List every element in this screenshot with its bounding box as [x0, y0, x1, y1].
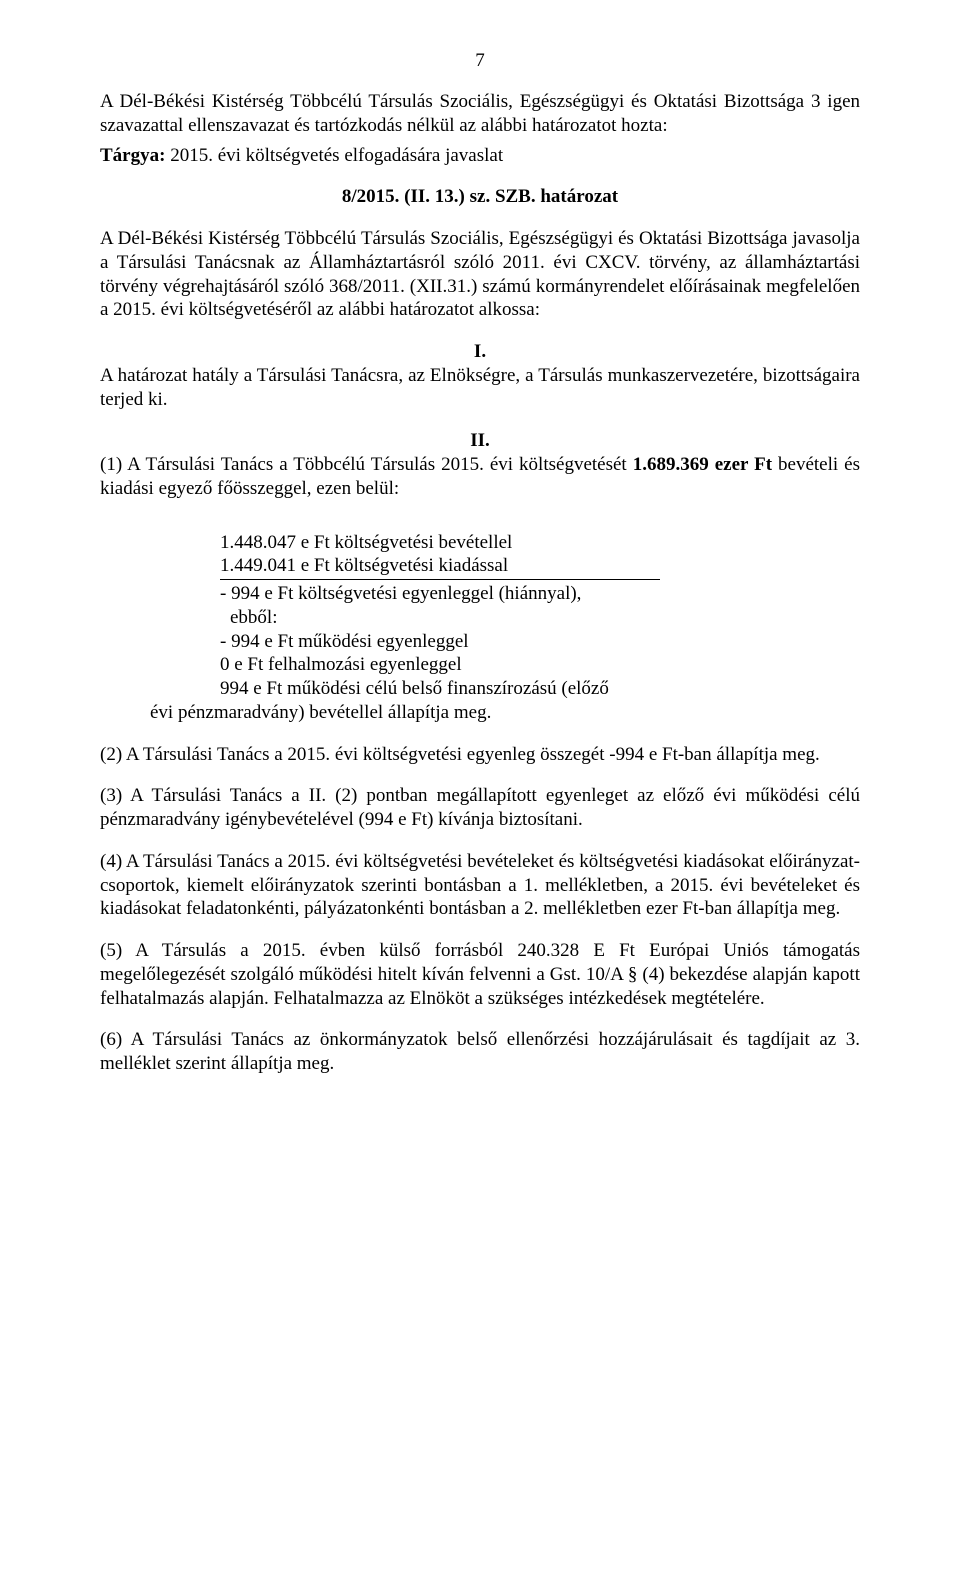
- line-kiadas-underlined: 1.449.041 e Ft költségvetési kiadással: [220, 554, 660, 580]
- paragraph-3: (3) A Társulási Tanács a II. (2) pontban…: [100, 784, 860, 832]
- paragraph-5: (5) A Társulás a 2015. évben külső forrá…: [100, 939, 860, 1010]
- section-ii-1: (1) A Társulási Tanács a Többcélú Társul…: [100, 453, 860, 501]
- line-bevetel: 1.448.047 e Ft költségvetési bevétellel: [220, 531, 860, 555]
- line-egyenleg: - 994 e Ft költségvetési egyenleggel (hi…: [220, 582, 860, 606]
- resolution-id: 8/2015. (II. 13.) sz. SZB. határozat: [100, 185, 860, 209]
- line-mukodesi: - 994 e Ft működési egyenleggel: [220, 630, 860, 654]
- section-ii-1-amount: 1.689.369 ezer Ft: [633, 454, 772, 475]
- document-page: 7 A Dél-Békési Kistérség Többcélú Társul…: [0, 0, 960, 1589]
- intro-paragraph-2: Tárgya: 2015. évi költségvetés elfogadás…: [100, 144, 860, 168]
- paragraph-2: (2) A Társulási Tanács a 2015. évi költs…: [100, 743, 860, 767]
- section-ii-1a: (1) A Társulási Tanács a Többcélú Társul…: [100, 454, 633, 475]
- line-ebbol: ebből:: [230, 606, 860, 630]
- paragraph-4: (4) A Társulási Tanács a 2015. évi költs…: [100, 850, 860, 921]
- targya-text: 2015. évi költségvetés elfogadására java…: [170, 145, 503, 166]
- intro-paragraph-1: A Dél-Békési Kistérség Többcélú Társulás…: [100, 90, 860, 138]
- budget-lines-block: 1.448.047 e Ft költségvetési bevétellel …: [220, 531, 860, 701]
- line-felhalmozasi: 0 e Ft felhalmozási egyenleggel: [220, 653, 860, 677]
- paragraph-6: (6) A Társulási Tanács az önkormányzatok…: [100, 1028, 860, 1076]
- body-paragraph-1: A Dél-Békési Kistérség Többcélú Társulás…: [100, 227, 860, 322]
- section-i-head: I.: [100, 340, 860, 364]
- line-mukcel-1: 994 e Ft működési célú belső finanszíroz…: [220, 677, 860, 701]
- section-ii-head: II.: [100, 429, 860, 453]
- section-i-text: A határozat hatály a Társulási Tanácsra,…: [100, 364, 860, 412]
- page-number: 7: [100, 50, 860, 72]
- line-mukcel-2: évi pénzmaradvány) bevétellel állapítja …: [150, 701, 860, 725]
- targya-label: Tárgya:: [100, 145, 170, 166]
